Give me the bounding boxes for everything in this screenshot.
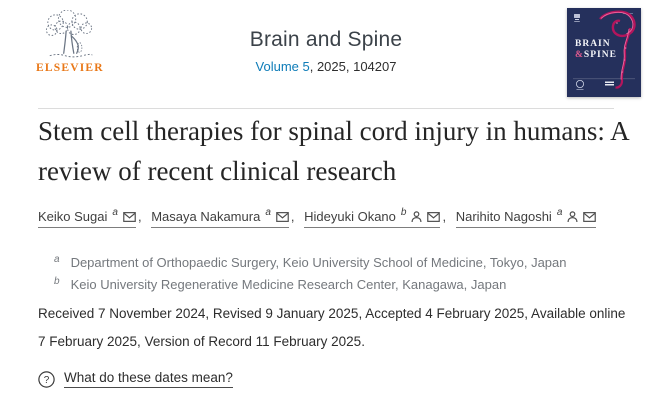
elsevier-tree-icon <box>45 10 93 58</box>
affiliation-marker: a <box>54 254 60 265</box>
affiliation-text: Department of Orthopaedic Surgery, Keio … <box>70 255 567 270</box>
cover-amp: & <box>575 50 584 60</box>
author-link-hideyuki-okano[interactable]: Hideyuki Okano b <box>304 207 441 228</box>
dates-help-link[interactable]: ? What do these dates mean? <box>38 370 233 388</box>
author-link-masaya-nakamura[interactable]: Masaya Nakamura a <box>151 207 289 228</box>
affiliation-text: Keio University Regenerative Medicine Re… <box>70 277 507 293</box>
author-separator: , <box>137 209 142 224</box>
author-list: Keiko Sugai a , Masaya Nakamura a , Hide… <box>38 207 650 228</box>
affiliation-marker: b <box>54 276 60 288</box>
envelope-icon <box>123 211 136 222</box>
author-name: Keiko Sugai <box>38 209 108 224</box>
volume-line: Volume 5, 2025, 104207 <box>110 59 542 74</box>
cover-spine-tail <box>615 27 632 89</box>
author-name: Masaya Nakamura <box>151 209 261 224</box>
author-separator: , <box>442 209 447 224</box>
volume-rest: , 2025, 104207 <box>309 59 397 74</box>
author-affiliation-mark: a <box>556 207 563 218</box>
author-name: Hideyuki Okano <box>304 209 396 224</box>
cover-vertebrae-dots <box>616 22 627 73</box>
dates-line: Received 7 November 2024, Revised 9 Janu… <box>38 306 626 349</box>
dates-help-label: What do these dates mean? <box>64 370 233 388</box>
header-divider <box>38 108 614 109</box>
author-affiliation-mark: a <box>265 207 271 218</box>
cover-footer-rule <box>573 78 635 80</box>
envelope-icon <box>583 211 597 222</box>
author-link-narihito-nagoshi[interactable]: Narihito Nagoshi a <box>455 207 597 228</box>
person-icon <box>411 210 422 222</box>
elsevier-logo[interactable]: ELSEVIER <box>36 10 104 74</box>
journal-title-link[interactable]: Brain and Spine <box>249 28 403 51</box>
journal-block: Brain and Spine Volume 5, 2025, 104207 <box>110 28 542 74</box>
cover-title-line1: BRAIN <box>575 39 611 49</box>
cover-title-line2: &SPINE <box>575 50 617 60</box>
question-circle-icon: ? <box>38 370 55 388</box>
cover-spine-loop <box>599 10 636 38</box>
volume-link[interactable]: Volume 5 <box>255 59 310 74</box>
envelope-icon <box>276 211 289 222</box>
envelope-icon <box>427 211 441 222</box>
affiliation-row: b Keio University Regenerative Medicine … <box>38 274 638 296</box>
person-icon <box>567 210 578 222</box>
author-affiliation-mark: a <box>112 207 118 218</box>
cover-round-logo <box>575 80 584 90</box>
elsevier-wordmark: ELSEVIER <box>36 62 104 74</box>
author-name: Narihito Nagoshi <box>455 209 552 224</box>
cover-publisher-mark <box>605 81 614 86</box>
article-title: Stem cell therapies for spinal cord inju… <box>38 116 629 186</box>
svg-text:?: ? <box>44 375 50 386</box>
affiliation-row: a Department of Orthopaedic Surgery, Kei… <box>38 252 638 274</box>
journal-cover-thumbnail[interactable]: BRAIN &SPINE <box>567 8 641 97</box>
author-separator: , <box>290 209 295 224</box>
cover-spine-word: SPINE <box>583 50 617 60</box>
author-link-keiko-sugai[interactable]: Keiko Sugai a <box>38 207 136 228</box>
author-affiliation-mark: b <box>400 207 407 218</box>
cover-society-emblem <box>574 14 580 22</box>
cover-art <box>567 8 641 97</box>
affiliation-list: a Department of Orthopaedic Surgery, Kei… <box>38 252 638 297</box>
